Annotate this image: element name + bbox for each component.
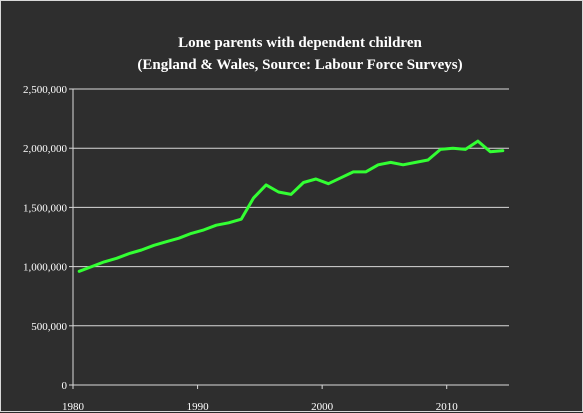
x-tick-label: 1990 — [187, 401, 210, 413]
data-point — [402, 164, 404, 166]
data-point — [489, 151, 492, 153]
data-point — [103, 261, 105, 263]
data-point — [90, 265, 93, 268]
y-tick-label: 0 — [62, 380, 68, 392]
data-point — [215, 224, 218, 226]
data-point — [340, 177, 342, 179]
data-point — [115, 257, 118, 260]
x-tick-label: 2010 — [436, 401, 459, 413]
series — [77, 139, 505, 273]
x-tick-label: 1980 — [62, 401, 85, 413]
tick-labels: 0 500,000 1,000,000 1,500,000 2,000,000 2,500… — [23, 84, 458, 413]
data-point — [377, 164, 380, 166]
data-point — [290, 193, 292, 196]
data-point — [427, 159, 429, 161]
data-point — [277, 191, 280, 193]
data-point — [265, 184, 267, 186]
y-tick-label: 500,000 — [31, 321, 67, 333]
data-point — [389, 161, 392, 164]
data-point — [302, 181, 305, 184]
data-point — [439, 148, 442, 151]
y-tick-label: 1,500,000 — [23, 202, 68, 214]
y-tick-label: 2,000,000 — [23, 143, 68, 155]
data-point — [78, 270, 80, 273]
data-point — [252, 197, 255, 199]
data-point — [140, 249, 143, 251]
y-tick-label: 2,500,000 — [23, 84, 68, 96]
axes — [69, 88, 509, 389]
data-point — [477, 140, 479, 142]
data-point — [203, 229, 205, 231]
data-point — [227, 222, 230, 224]
chart-title: Lone parents with dependent children — [178, 35, 422, 51]
data-point — [364, 171, 367, 173]
gridlines — [73, 88, 509, 327]
chart-subtitle: (England & Wales, Source: Labour Force S… — [137, 57, 462, 73]
data-point — [327, 182, 330, 185]
y-tick-label: 1,000,000 — [23, 262, 68, 274]
data-point — [240, 218, 242, 220]
data-point — [452, 147, 454, 149]
data-point — [165, 240, 168, 243]
data-point — [464, 148, 467, 151]
series-line — [77, 139, 505, 273]
data-point — [502, 149, 504, 152]
data-point — [178, 237, 180, 239]
data-point — [153, 244, 155, 247]
data-point — [414, 161, 417, 164]
data-point — [352, 171, 355, 173]
data-point — [128, 252, 130, 255]
data-point — [190, 232, 193, 235]
data-point — [315, 178, 317, 180]
x-tick-label: 2000 — [311, 401, 334, 413]
